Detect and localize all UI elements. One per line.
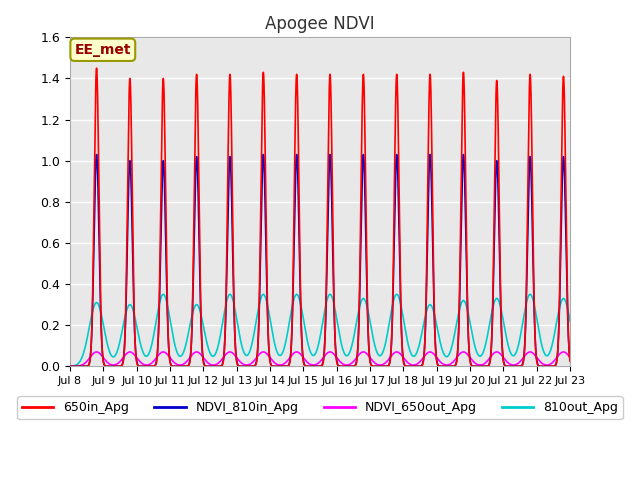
NDVI_810in_Apg <box>515 363 522 369</box>
Line: 650in_Apg: 650in_Apg <box>70 68 570 366</box>
650in_Apg <box>93 65 100 71</box>
810out_Apg <box>565 312 573 318</box>
810out_Apg <box>259 291 267 297</box>
NDVI_810in_Apg <box>291 201 299 206</box>
810out_Apg <box>291 294 299 300</box>
Title: Apogee NDVI: Apogee NDVI <box>265 15 375 33</box>
Legend: 650in_Apg, NDVI_810in_Apg, NDVI_650out_Apg, 810out_Apg: 650in_Apg, NDVI_810in_Apg, NDVI_650out_A… <box>17 396 623 420</box>
650in_Apg <box>565 347 573 352</box>
NDVI_810in_Apg <box>565 346 573 352</box>
Text: EE_met: EE_met <box>74 43 131 57</box>
650in_Apg <box>559 74 567 80</box>
Line: NDVI_810in_Apg: NDVI_810in_Apg <box>70 155 570 366</box>
NDVI_810in_Apg <box>93 152 100 157</box>
NDVI_810in_Apg <box>66 363 74 369</box>
NDVI_650out_Apg <box>559 349 567 355</box>
650in_Apg <box>566 359 574 364</box>
NDVI_810in_Apg <box>500 362 508 368</box>
NDVI_650out_Apg <box>66 363 74 369</box>
650in_Apg <box>66 363 74 369</box>
NDVI_810in_Apg <box>559 154 567 160</box>
NDVI_810in_Apg <box>566 358 574 363</box>
NDVI_650out_Apg <box>526 349 534 355</box>
650in_Apg <box>385 362 393 368</box>
810out_Apg <box>559 296 567 301</box>
NDVI_650out_Apg <box>566 355 574 360</box>
650in_Apg <box>291 148 299 154</box>
Line: NDVI_650out_Apg: NDVI_650out_Apg <box>70 352 570 366</box>
NDVI_650out_Apg <box>385 356 393 361</box>
NDVI_650out_Apg <box>515 360 522 366</box>
NDVI_650out_Apg <box>565 353 573 359</box>
NDVI_810in_Apg <box>385 361 393 367</box>
810out_Apg <box>515 342 522 348</box>
810out_Apg <box>385 321 393 327</box>
Line: 810out_Apg: 810out_Apg <box>70 294 570 366</box>
NDVI_650out_Apg <box>291 349 299 355</box>
810out_Apg <box>566 319 574 324</box>
NDVI_650out_Apg <box>500 356 508 362</box>
810out_Apg <box>500 325 508 331</box>
650in_Apg <box>500 362 508 368</box>
650in_Apg <box>515 363 522 369</box>
810out_Apg <box>66 363 74 369</box>
